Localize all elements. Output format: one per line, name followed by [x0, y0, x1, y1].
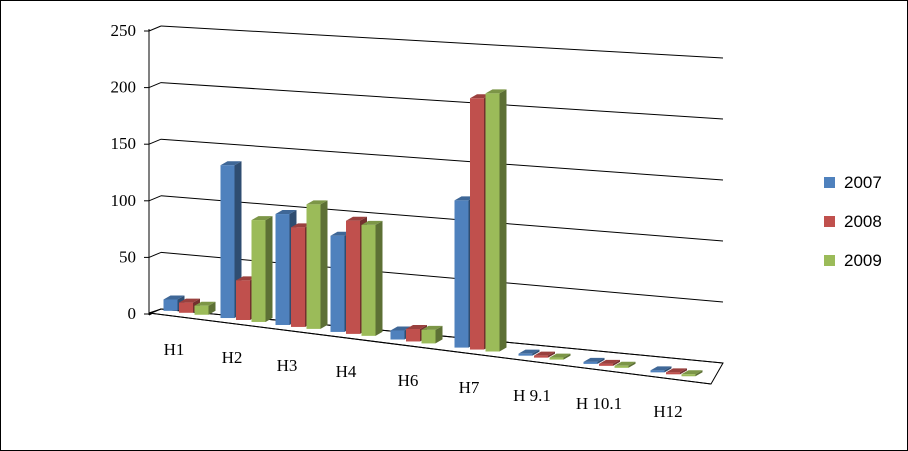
- legend-item-2008: 2008: [824, 212, 882, 231]
- x-tick-label: H2: [222, 348, 243, 367]
- bar-2009-H7: [485, 89, 507, 352]
- legend: 2007 2008 2009: [824, 173, 882, 270]
- gridline: [160, 195, 724, 242]
- bar-2009-H6: [421, 325, 443, 344]
- x-axis-line: [148, 312, 712, 385]
- floor: [148, 308, 724, 385]
- bar-2009-H12: [681, 370, 703, 377]
- y-tick-label: 200: [111, 78, 137, 97]
- gridline-side: [148, 82, 162, 89]
- y-tick-label: 150: [111, 134, 137, 153]
- legend-label: 2008: [844, 212, 882, 231]
- x-tick-label: H 10.1: [576, 394, 622, 413]
- legend-label: 2009: [844, 251, 882, 270]
- x-tick-label: H6: [398, 371, 419, 390]
- bar-2008-H9.1: [534, 351, 555, 358]
- bars: [163, 89, 703, 377]
- legend-swatch: [824, 177, 835, 188]
- bar-2009-H4: [361, 220, 383, 336]
- bar-2008-H10.1: [599, 359, 620, 366]
- bar-2007-H9.1: [518, 349, 540, 356]
- x-tick-label: H1: [164, 340, 185, 359]
- x-axis-labels: H1 H2 H3 H4 H6 H7 H 9.1 H 10.1 H12: [164, 340, 683, 421]
- bar-2009-H10.1: [614, 361, 636, 368]
- y-tick-label: 250: [111, 21, 137, 40]
- bar-2009-H1: [194, 301, 216, 315]
- gridline-side: [148, 195, 162, 202]
- x-tick-label: H7: [459, 378, 480, 397]
- x-tick-label: H4: [336, 362, 357, 381]
- gridline-side: [148, 138, 162, 145]
- bar-2009-H2: [251, 216, 273, 322]
- bar-2009-H3: [306, 200, 328, 329]
- gridline-side: [148, 25, 162, 32]
- gridline: [160, 138, 724, 181]
- bar-2007-H12: [650, 366, 672, 373]
- legend-swatch: [824, 255, 835, 266]
- legend-label: 2007: [844, 173, 882, 192]
- x-tick-label: H 9.1: [513, 386, 551, 405]
- gridline-side: [148, 308, 162, 315]
- gridline-side: [148, 251, 162, 258]
- x-tick-label: H12: [653, 402, 682, 421]
- y-tick-label: 50: [119, 247, 136, 266]
- y-tick-label: 0: [128, 304, 137, 323]
- legend-item-2007: 2007: [824, 173, 882, 192]
- legend-swatch: [824, 216, 835, 227]
- bar-2007-H10.1: [583, 357, 605, 364]
- y-tick-label: 100: [111, 191, 137, 210]
- bar-2008-H12: [666, 368, 687, 375]
- x-tick-label: H3: [277, 356, 298, 375]
- y-axis-ticks: 0 50 100 150 200 250: [111, 21, 137, 323]
- legend-item-2009: 2009: [824, 251, 882, 270]
- gridline: [160, 25, 724, 59]
- bar-2009-H9.1: [549, 353, 571, 360]
- gridline: [160, 82, 724, 120]
